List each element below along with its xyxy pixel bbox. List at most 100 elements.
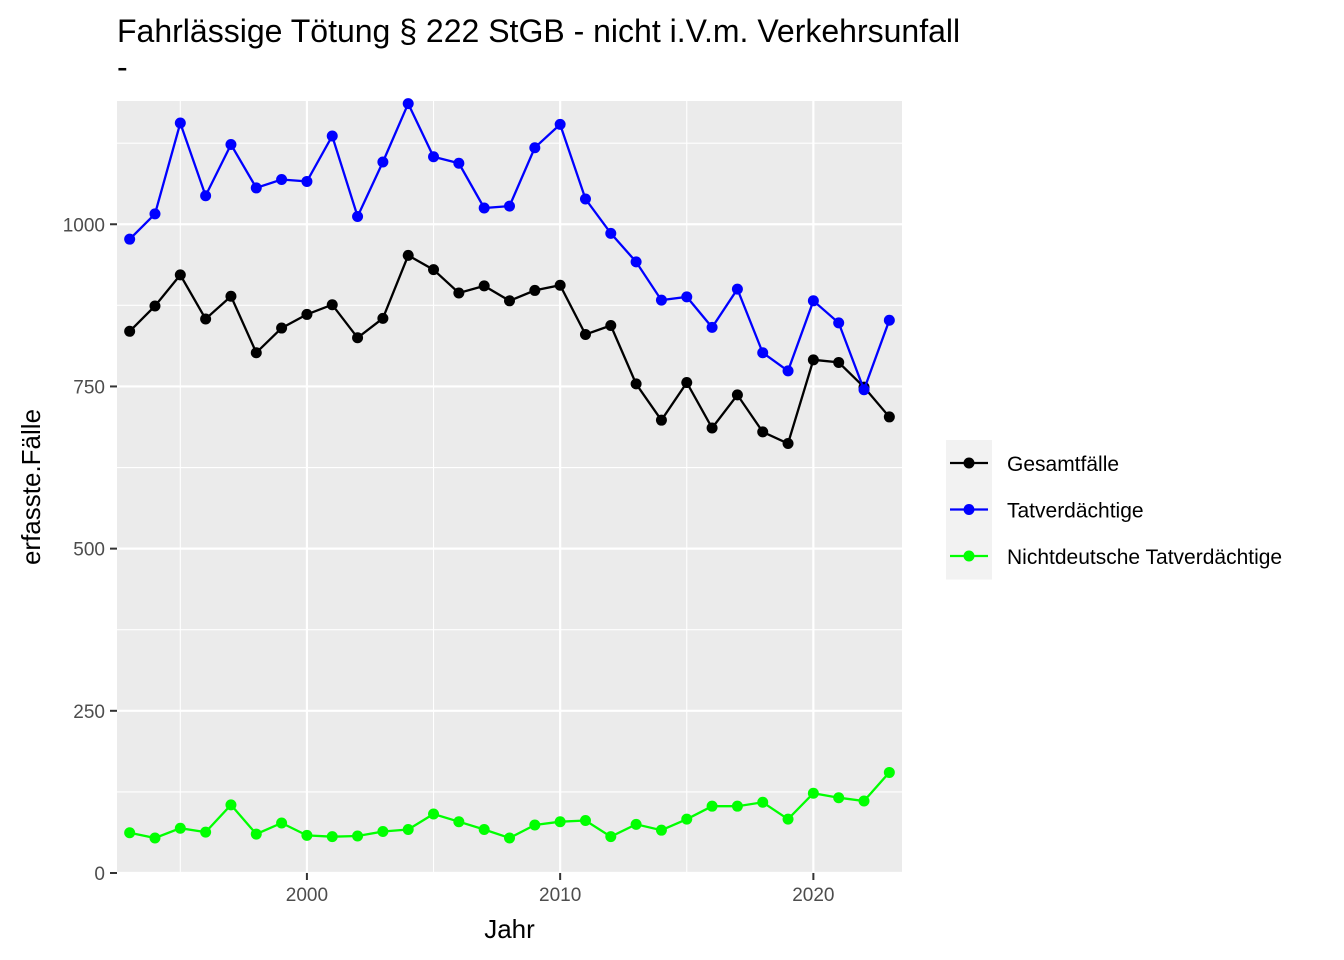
legend-key-point xyxy=(963,457,975,469)
data-point-gesamtf-lle xyxy=(731,389,743,401)
data-point-gesamtf-lle xyxy=(478,280,490,292)
data-point-gesamtf-lle xyxy=(200,313,212,325)
data-point-tatverd-chtige xyxy=(250,182,262,194)
data-point-tatverd-chtige xyxy=(579,193,591,205)
data-point-gesamtf-lle xyxy=(605,319,617,331)
data-point-nichtdeutsche-tatverd-chtige xyxy=(149,832,161,844)
minor-gridlines xyxy=(117,101,902,873)
data-point-gesamtf-lle xyxy=(782,438,794,450)
y-tick-label: 1000 xyxy=(63,215,105,236)
data-point-tatverd-chtige xyxy=(276,173,288,185)
data-point-nichtdeutsche-tatverd-chtige xyxy=(301,829,313,841)
data-point-tatverd-chtige xyxy=(174,117,186,129)
data-point-gesamtf-lle xyxy=(529,284,541,296)
data-point-nichtdeutsche-tatverd-chtige xyxy=(807,787,819,799)
y-tick-label: 750 xyxy=(73,377,105,398)
data-point-gesamtf-lle xyxy=(174,269,186,281)
data-point-tatverd-chtige xyxy=(782,365,794,377)
data-point-tatverd-chtige xyxy=(807,295,819,307)
legend-key-point xyxy=(963,504,975,515)
data-point-nichtdeutsche-tatverd-chtige xyxy=(326,831,338,843)
data-point-nichtdeutsche-tatverd-chtige xyxy=(630,818,642,830)
data-point-tatverd-chtige xyxy=(301,175,313,187)
data-point-gesamtf-lle xyxy=(655,414,667,426)
legend-label: Gesamtfälle xyxy=(1007,453,1119,476)
data-point-nichtdeutsche-tatverd-chtige xyxy=(225,799,237,811)
data-point-nichtdeutsche-tatverd-chtige xyxy=(276,817,288,829)
legend-label: Tatverdächtige xyxy=(1007,500,1144,523)
data-point-tatverd-chtige xyxy=(630,256,642,268)
data-point-tatverd-chtige xyxy=(149,208,161,220)
legend: Gesamtfälle Tatverdächtige Nichtdeutsche T… xyxy=(946,440,1282,580)
data-point-tatverd-chtige xyxy=(681,291,693,303)
data-point-nichtdeutsche-tatverd-chtige xyxy=(655,824,667,836)
data-point-gesamtf-lle xyxy=(554,279,566,291)
y-axis-title: erfasste.Fälle xyxy=(16,409,46,565)
y-tick-label: 0 xyxy=(94,864,105,885)
x-tick-label: 2020 xyxy=(792,885,834,906)
chart-title: Fahrlässige Tötung § 222 StGB - nicht i.… xyxy=(117,13,960,49)
data-point-gesamtf-lle xyxy=(757,426,769,438)
data-point-tatverd-chtige xyxy=(124,233,136,245)
data-point-nichtdeutsche-tatverd-chtige xyxy=(731,800,743,812)
series-layer xyxy=(124,98,895,844)
data-point-tatverd-chtige xyxy=(377,156,389,168)
data-point-gesamtf-lle xyxy=(807,354,819,366)
data-point-nichtdeutsche-tatverd-chtige xyxy=(504,832,515,844)
data-point-gesamtf-lle xyxy=(453,287,465,299)
major-gridlines xyxy=(117,101,902,875)
data-point-nichtdeutsche-tatverd-chtige xyxy=(782,813,794,825)
data-point-nichtdeutsche-tatverd-chtige xyxy=(757,796,769,808)
data-point-gesamtf-lle xyxy=(352,332,364,344)
data-point-tatverd-chtige xyxy=(858,384,870,396)
legend-key-point xyxy=(963,550,975,562)
y-tick-label: 500 xyxy=(73,540,105,561)
data-point-gesamtf-lle xyxy=(225,290,237,302)
data-point-nichtdeutsche-tatverd-chtige xyxy=(554,816,566,828)
data-point-nichtdeutsche-tatverd-chtige xyxy=(428,808,440,820)
data-point-gesamtf-lle xyxy=(706,422,718,434)
data-point-nichtdeutsche-tatverd-chtige xyxy=(706,800,718,812)
data-point-gesamtf-lle xyxy=(630,378,642,390)
data-point-tatverd-chtige xyxy=(453,157,465,169)
legend-label: Nichtdeutsche Tatverdächtige xyxy=(1007,546,1282,569)
data-point-tatverd-chtige xyxy=(655,294,667,306)
data-point-tatverd-chtige xyxy=(326,130,338,142)
data-point-tatverd-chtige xyxy=(225,138,237,150)
data-point-nichtdeutsche-tatverd-chtige xyxy=(478,824,490,836)
data-point-nichtdeutsche-tatverd-chtige xyxy=(352,830,364,842)
data-point-tatverd-chtige xyxy=(883,314,895,326)
data-point-tatverd-chtige xyxy=(706,321,718,333)
data-point-tatverd-chtige xyxy=(428,151,440,163)
x-axis: 2000 2010 2020 xyxy=(286,873,835,906)
data-point-nichtdeutsche-tatverd-chtige xyxy=(124,827,136,839)
data-point-gesamtf-lle xyxy=(377,312,389,324)
data-point-tatverd-chtige xyxy=(504,200,515,212)
data-point-tatverd-chtige xyxy=(833,317,845,329)
y-axis: 0 250 500 750 1000 xyxy=(63,215,117,885)
data-point-nichtdeutsche-tatverd-chtige xyxy=(174,822,186,834)
data-point-nichtdeutsche-tatverd-chtige xyxy=(453,816,465,828)
data-point-tatverd-chtige xyxy=(478,202,490,214)
data-point-nichtdeutsche-tatverd-chtige xyxy=(605,831,617,843)
data-point-gesamtf-lle xyxy=(681,377,693,389)
x-tick-label: 2000 xyxy=(286,885,328,906)
data-point-tatverd-chtige xyxy=(605,227,617,239)
data-point-tatverd-chtige xyxy=(402,98,414,110)
data-point-nichtdeutsche-tatverd-chtige xyxy=(833,792,845,804)
data-point-tatverd-chtige xyxy=(554,118,566,130)
data-point-gesamtf-lle xyxy=(579,329,591,341)
data-point-nichtdeutsche-tatverd-chtige xyxy=(529,819,541,831)
y-tick-label: 250 xyxy=(73,702,105,723)
data-point-nichtdeutsche-tatverd-chtige xyxy=(200,826,212,838)
x-axis-title: Jahr xyxy=(484,914,535,944)
data-point-tatverd-chtige xyxy=(200,190,212,202)
data-point-tatverd-chtige xyxy=(529,142,541,154)
plot-panel xyxy=(117,101,902,873)
data-point-gesamtf-lle xyxy=(428,264,440,276)
data-point-nichtdeutsche-tatverd-chtige xyxy=(681,813,693,825)
data-point-gesamtf-lle xyxy=(276,322,288,334)
data-point-nichtdeutsche-tatverd-chtige xyxy=(579,814,591,826)
data-point-gesamtf-lle xyxy=(402,249,414,261)
